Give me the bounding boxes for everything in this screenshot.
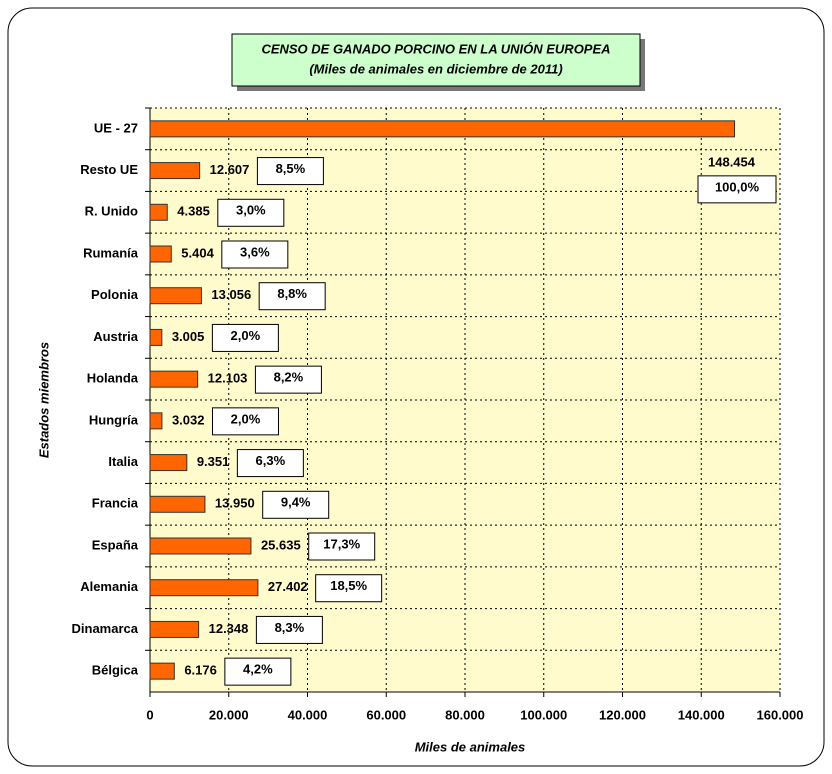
x-axis-label: Miles de animales [415,739,526,754]
percent-label: 3,6% [240,244,270,259]
y-tick-label: Austria [93,329,139,344]
percent-box [697,175,777,204]
percent-label: 3,0% [236,203,266,218]
value-label: 6.176 [184,663,217,678]
y-tick-label: Rumanía [83,245,139,260]
bar [149,662,175,680]
percent-label: 4,2% [243,662,273,677]
bar [149,245,172,263]
y-tick-label: Italia [108,454,138,469]
x-tick-label: 0 [146,707,153,722]
x-tick-label: 160.000 [757,707,804,722]
value-label: 3.032 [172,412,205,427]
bar [149,579,259,597]
title-box [231,33,641,87]
value-label: 12.103 [208,371,248,386]
percent-label: 8,8% [277,286,307,301]
value-label: 4.385 [177,204,210,219]
x-tick-label: 40.000 [288,707,328,722]
percent-label: 2,0% [231,411,261,426]
percent-label: 8,5% [276,161,306,176]
percent-box [256,157,324,186]
value-label: 148.454 [708,154,756,169]
value-label: 13.950 [215,496,255,511]
y-tick-label: Resto UE [80,162,138,177]
percent-label: 6,3% [256,453,286,468]
percent-label: 17,3% [323,536,360,551]
y-tick-label: R. Unido [85,204,138,219]
percent-label: 8,2% [274,370,304,385]
bar [149,287,202,305]
bar [149,203,168,221]
value-label: 27.402 [268,579,308,594]
x-tick-label: 120.000 [599,707,646,722]
bar [149,328,163,346]
percent-label: 2,0% [231,328,261,343]
percent-box [236,449,304,478]
y-tick-label: UE - 27 [94,120,138,135]
percent-label: 100,0% [715,179,760,194]
bar [149,495,206,513]
value-label: 12.348 [209,621,249,636]
bar [149,537,252,555]
percent-label: 9,4% [281,495,311,510]
percent-box [315,574,383,603]
x-tick-label: 60.000 [366,707,406,722]
bar [149,412,163,430]
x-tick-label: 140.000 [678,707,725,722]
chart-title: CENSO DE GANADO PORCINO EN LA UNIÓN EURO… [261,41,610,56]
y-tick-label: Dinamarca [72,621,139,636]
percent-box [308,532,376,561]
y-tick-label: Francia [92,496,139,511]
value-label: 13.056 [211,287,251,302]
percent-box [217,198,285,227]
percent-box [255,615,323,644]
y-tick-label: Polonia [91,287,139,302]
value-label: 3.005 [172,329,205,344]
bar [149,120,736,138]
percent-label: 8,3% [275,620,305,635]
bar [149,370,199,388]
value-label: 5.404 [181,245,214,260]
y-tick-label: Holanda [87,371,139,386]
bar [149,454,188,472]
percent-label: 18,5% [330,578,367,593]
chart-subtitle: (Miles de animales en diciembre de 2011) [309,61,562,76]
y-tick-label: Alemania [80,579,139,594]
percent-box [211,407,279,436]
percent-box [211,323,279,352]
y-tick-label: España [92,537,139,552]
percent-box [224,657,292,686]
percent-box [254,365,322,394]
x-tick-label: 20.000 [209,707,249,722]
percent-box [221,240,289,269]
value-label: 12.607 [210,162,250,177]
bar [149,620,200,638]
y-tick-label: Bélgica [92,663,139,678]
x-tick-label: 80.000 [445,707,485,722]
x-tick-label: 100.000 [520,707,567,722]
y-tick-label: Hungría [89,412,139,427]
percent-box [262,490,330,519]
y-axis-label: Estados miembros [36,342,51,458]
value-label: 25.635 [261,537,301,552]
bar [149,162,201,180]
percent-box [258,282,326,311]
value-label: 9.351 [197,454,230,469]
